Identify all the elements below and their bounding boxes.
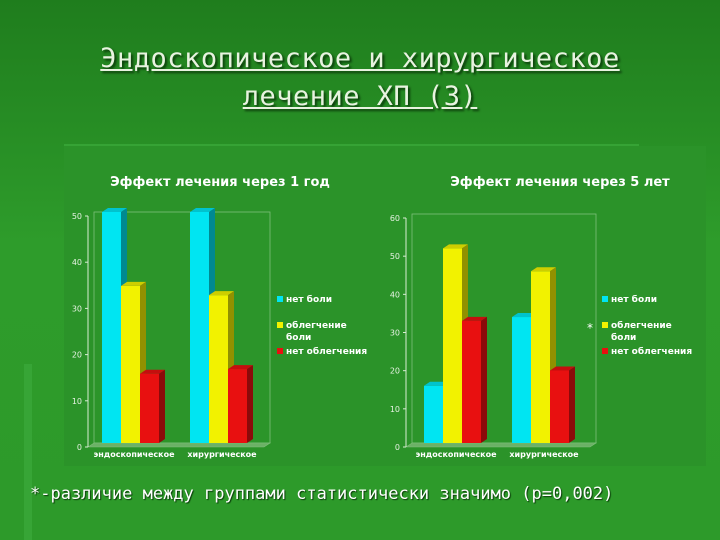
chart1-bar	[228, 369, 247, 443]
chart2-plot-floor	[405, 442, 597, 448]
chart2-y-tick-label: 60	[390, 214, 400, 223]
chart1-x-tick-label: эндоскопическое	[93, 450, 175, 459]
chart1-legend-label: нет боли	[286, 294, 332, 305]
chart1-bar	[209, 295, 228, 443]
footnote: *-различие между группами статистически …	[30, 484, 614, 504]
chart2-y-tick-label: 30	[390, 329, 400, 338]
chart1-bar	[102, 212, 121, 443]
chart2-bar-side	[569, 366, 575, 443]
chart2-bar	[443, 248, 462, 443]
chart2-bar-top	[550, 366, 575, 371]
charts-panel: Эффект лечения через 1 год 0 10 20 30 40 50 энд…	[64, 146, 706, 466]
chart2-y-tick-label: 50	[390, 252, 400, 261]
chart2-bar-top	[462, 316, 487, 321]
chart2-bar	[462, 320, 481, 443]
chart2-bar	[531, 271, 550, 443]
chart2-bar-top	[531, 267, 556, 272]
chart2-title: Эффект лечения через 5 лет	[450, 175, 670, 190]
chart2-y-tick-label: 10	[390, 405, 400, 414]
chart1-legend-swatch	[277, 296, 283, 302]
chart1-y-tick-label: 10	[72, 397, 82, 406]
chart2-bar-side	[481, 316, 487, 443]
chart2-x-tick-label: хирургическое	[509, 450, 579, 459]
chart2-legend-label: нет облегчения	[611, 346, 692, 357]
chart2-bar-top	[424, 381, 449, 386]
chart2-bar-top	[512, 313, 537, 318]
chart1-legend-label: облегчение	[286, 320, 347, 331]
chart2-annotation: *	[587, 321, 593, 335]
chart1-legend-swatch	[277, 348, 283, 354]
charts-svg: Эффект лечения через 1 год 0 10 20 30 40 50 энд…	[72, 175, 693, 459]
chart1-y-tick-label: 0	[77, 443, 82, 452]
chart1-plot-floor	[87, 442, 271, 448]
chart1-bar	[190, 212, 209, 443]
chart1-legend-swatch	[277, 322, 283, 328]
chart2-y-tick-label: 0	[395, 443, 400, 452]
decorative-bar-horizontal	[64, 144, 639, 147]
chart1-bar-top	[121, 281, 146, 286]
title-line-2: лечение ХП (3)	[242, 81, 478, 112]
chart1-y-tick-label: 50	[72, 212, 82, 221]
chart1-legend-label: нет облегчения	[286, 346, 367, 357]
chart1-bar	[121, 285, 140, 443]
chart2-bar	[424, 385, 443, 443]
chart1-title: Эффект лечения через 1 год	[110, 175, 330, 190]
chart1-bar-top	[209, 291, 234, 296]
chart1-bar-side	[247, 365, 253, 443]
chart1-bar-top	[228, 365, 253, 370]
chart2-bar	[512, 317, 531, 443]
chart1-y-tick-label: 20	[72, 351, 82, 360]
chart2-legend-swatch	[602, 296, 608, 302]
title-line-1: Эндоскопическое и хирургическое	[100, 43, 620, 74]
chart1-bar-top	[190, 208, 215, 212]
chart2-legend-label: облегчение	[611, 320, 672, 331]
chart2-bar	[550, 370, 569, 443]
chart2-bar-top	[443, 244, 468, 249]
decorative-bar-vertical	[24, 364, 32, 540]
chart1-bar-top	[140, 369, 165, 374]
chart1-legend-label-cont: боли	[286, 332, 311, 343]
chart1-x-tick-label: хирургическое	[187, 450, 257, 459]
slide-title: Эндоскопическое и хирургическое лечение …	[0, 40, 720, 116]
chart1-y-tick-label: 40	[72, 258, 82, 267]
chart1-bar	[140, 373, 159, 443]
chart2-x-tick-label: эндоскопическое	[415, 450, 497, 459]
chart2-y-tick-label: 40	[390, 290, 400, 299]
chart2-y-tick-label: 20	[390, 367, 400, 376]
chart2-legend-swatch	[602, 322, 608, 328]
chart2-legend-swatch	[602, 348, 608, 354]
chart1-bar-side	[159, 369, 165, 443]
chart1-bar-top	[102, 208, 127, 212]
chart2-legend-label: нет боли	[611, 294, 657, 305]
chart2-legend-label-cont: боли	[611, 332, 636, 343]
chart1-y-tick-label: 30	[72, 304, 82, 313]
